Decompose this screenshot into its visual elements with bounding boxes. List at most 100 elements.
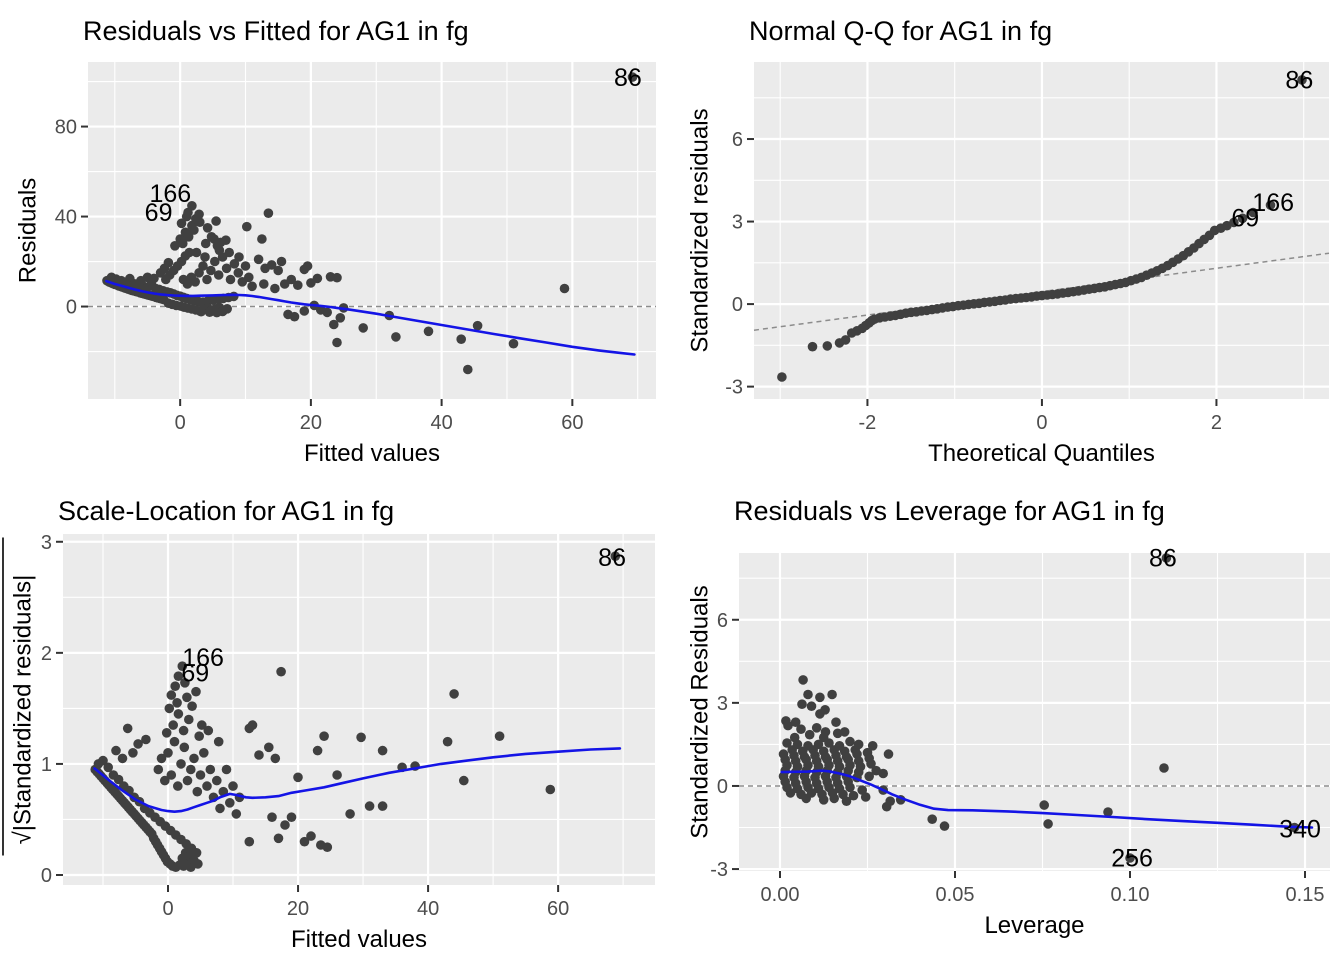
data-point (391, 332, 401, 342)
axis-ticks: 0 20 40 60 0 40 80 (55, 117, 584, 434)
data-point (273, 833, 284, 844)
data-point (845, 782, 855, 793)
x-axis-tick-label: -2 (859, 412, 877, 434)
data-point (224, 247, 234, 258)
data-point (329, 319, 339, 330)
data-point (204, 307, 215, 318)
data-point (180, 678, 190, 688)
x-axis-tick-label: 0 (1036, 412, 1047, 434)
data-point (804, 729, 815, 740)
data-point (170, 241, 180, 251)
x-axis-label: Fitted values (304, 440, 440, 467)
plot-title: Scale-Location for AG1 in fg (58, 496, 394, 526)
data-point (818, 795, 829, 805)
data-point (213, 736, 224, 747)
data-point (233, 268, 244, 278)
data-point (229, 259, 240, 269)
y-axis-tick-label: 40 (55, 207, 77, 229)
point-id-label: 86 (598, 544, 626, 572)
data-point (322, 307, 333, 318)
data-point (186, 764, 196, 775)
data-point (103, 762, 113, 773)
data-point (182, 692, 192, 703)
plot-title: Residuals vs Fitted for AG1 in fg (83, 16, 469, 46)
data-point (136, 275, 146, 286)
x-axis-tick-label: 0.05 (936, 884, 975, 906)
data-point (841, 796, 852, 806)
axis-ticks: 0 20 40 60 0 1 2 3 (41, 532, 569, 920)
data-point (172, 698, 182, 708)
plot-title: Normal Q-Q for AG1 in fg (749, 16, 1052, 46)
data-point (240, 261, 251, 271)
data-point (545, 784, 556, 795)
data-point (286, 274, 297, 285)
data-point (198, 261, 208, 271)
x-axis-label: Leverage (984, 912, 1084, 939)
data-point (885, 796, 895, 806)
data-point (141, 734, 151, 745)
points-layer (778, 553, 1300, 863)
data-point (184, 247, 195, 258)
points-layer (102, 72, 638, 375)
data-point (831, 717, 841, 727)
data-point (264, 742, 274, 753)
data-point (798, 675, 808, 685)
x-axis-tick-label: 0 (162, 898, 173, 920)
x-axis-tick-label: 0.10 (1111, 884, 1150, 906)
data-point (202, 781, 212, 791)
data-point (228, 781, 238, 791)
data-point (244, 723, 255, 734)
data-point (463, 364, 473, 375)
data-point (191, 247, 202, 258)
data-point (189, 753, 199, 764)
data-point (456, 334, 467, 345)
data-point (225, 274, 236, 285)
data-point (508, 338, 519, 349)
data-point (782, 738, 792, 748)
data-point (1103, 807, 1113, 817)
data-point (442, 736, 453, 747)
x-axis-tick-label: 0 (175, 412, 186, 434)
data-point (156, 753, 167, 764)
data-point (257, 234, 267, 244)
data-point (423, 326, 434, 337)
data-point (1265, 200, 1276, 210)
points-layer (90, 551, 621, 872)
y-axis-tick-label: 0 (66, 297, 77, 319)
data-point (215, 803, 225, 814)
data-point (345, 809, 355, 819)
data-point (202, 223, 213, 233)
data-point (191, 686, 201, 697)
y-axis-tick-label: 80 (55, 117, 77, 139)
data-point (822, 341, 833, 351)
data-point (289, 311, 300, 322)
point-id-label: 166 (182, 644, 224, 672)
y-axis-label-group: Standardized residuals (686, 108, 713, 352)
data-point (1237, 213, 1248, 224)
data-point (169, 736, 180, 747)
data-point (213, 270, 224, 280)
data-point (1043, 819, 1053, 829)
data-point (459, 775, 469, 786)
x-axis-label: Theoretical Quantiles (928, 440, 1155, 467)
data-point (263, 208, 274, 218)
data-point (796, 724, 806, 734)
y-axis-tick-label: -3 (725, 377, 743, 399)
data-point (176, 218, 187, 229)
data-point (559, 283, 570, 294)
data-point (133, 739, 143, 749)
data-point (217, 306, 228, 317)
data-point (122, 723, 133, 734)
data-point (254, 750, 264, 760)
data-point (848, 790, 859, 801)
data-point (187, 701, 197, 711)
data-point (197, 720, 207, 730)
data-point (332, 770, 342, 780)
data-point (161, 728, 172, 738)
data-point (806, 701, 817, 711)
data-point (860, 792, 871, 802)
data-point (866, 759, 876, 769)
data-point (247, 281, 257, 292)
